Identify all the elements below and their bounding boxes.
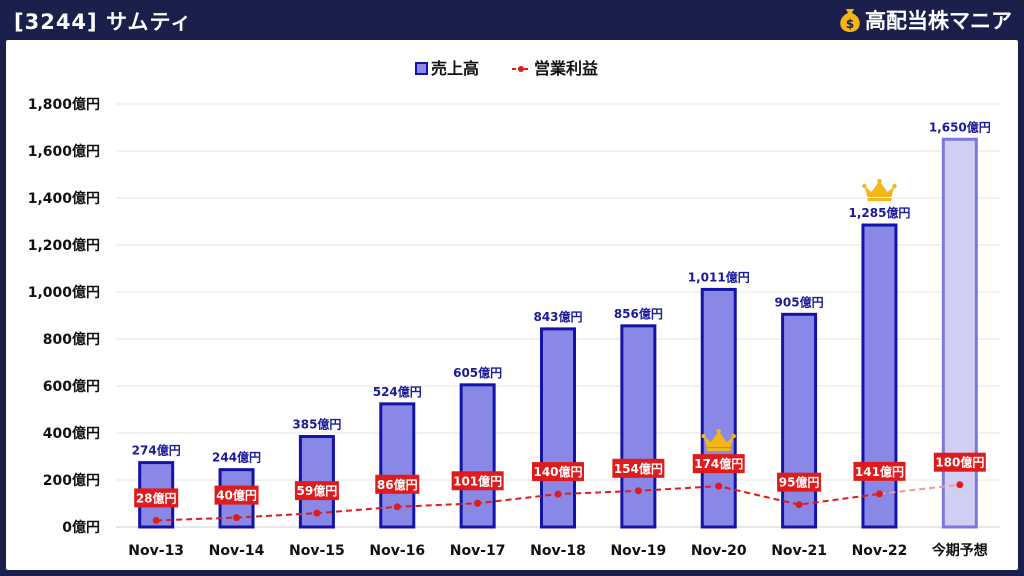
x-tick-label: Nov-21 bbox=[771, 543, 827, 559]
operating-profit-label-box bbox=[692, 454, 745, 474]
y-tick-label: 200億円 bbox=[43, 472, 100, 489]
operating-profit-label: 86億円 bbox=[377, 477, 418, 492]
operating-profit-point bbox=[554, 490, 562, 498]
operating-profit-label: 28億円 bbox=[136, 490, 177, 505]
operating-profit-label-box bbox=[777, 472, 822, 492]
bar-value-label: 1,650億円 bbox=[929, 119, 991, 134]
operating-profit-label: 40億円 bbox=[216, 488, 257, 503]
operating-profit-label-box bbox=[451, 471, 504, 491]
legend-label-operating-profit: 営業利益 bbox=[534, 59, 598, 78]
operating-profit-label: 174億円 bbox=[694, 456, 743, 471]
y-tick-label: 400億円 bbox=[43, 425, 100, 442]
bar bbox=[700, 287, 737, 529]
operating-profit-point bbox=[313, 509, 321, 517]
operating-profit-label: 141億円 bbox=[855, 464, 904, 479]
y-tick-label: 1,600億円 bbox=[28, 143, 100, 160]
y-tick-label: 0億円 bbox=[62, 519, 100, 536]
operating-profit-forecast-line bbox=[879, 483, 960, 495]
operating-profit-label-box bbox=[214, 485, 259, 505]
x-tick-label: Nov-13 bbox=[128, 543, 184, 559]
x-tick-label: Nov-18 bbox=[530, 543, 586, 559]
operating-profit-point bbox=[795, 501, 803, 509]
bar bbox=[620, 324, 657, 529]
y-tick-label: 800億円 bbox=[43, 331, 100, 348]
y-tick-label: 600億円 bbox=[43, 378, 100, 395]
bar bbox=[781, 312, 818, 529]
bar bbox=[861, 223, 898, 529]
operating-profit-label-box bbox=[933, 452, 986, 472]
bar-value-label: 856億円 bbox=[614, 306, 663, 321]
operating-profit-point bbox=[152, 516, 160, 524]
x-tick-label: Nov-22 bbox=[852, 543, 908, 559]
bar-value-label: 1,011億円 bbox=[688, 269, 750, 284]
operating-profit-label: 101億円 bbox=[453, 473, 502, 488]
operating-profit-point bbox=[393, 503, 401, 511]
bar-value-label: 1,285億円 bbox=[848, 205, 910, 220]
bar-value-label: 905億円 bbox=[775, 294, 824, 309]
operating-profit-label: 180億円 bbox=[935, 455, 984, 470]
x-tick-label: Nov-17 bbox=[450, 543, 506, 559]
legend-label-sales: 売上高 bbox=[431, 59, 479, 78]
operating-profit-label-box bbox=[134, 488, 179, 508]
operating-profit-point bbox=[956, 481, 964, 489]
operating-profit-label: 95億円 bbox=[779, 475, 820, 490]
bar-value-label: 843億円 bbox=[533, 309, 582, 324]
operating-profit-point bbox=[474, 499, 482, 507]
crown-icon bbox=[862, 178, 897, 202]
operating-profit-point bbox=[875, 490, 883, 498]
svg-text:$: $ bbox=[846, 17, 854, 31]
x-tick-label: Nov-16 bbox=[369, 543, 425, 559]
operating-profit-point bbox=[715, 482, 723, 490]
crown-icon bbox=[701, 428, 736, 452]
brand: $ 高配当株マニア bbox=[839, 5, 1012, 35]
header-bar: [3244] サムティ $ 高配当株マニア bbox=[0, 0, 1024, 40]
y-tick-label: 1,400億円 bbox=[28, 190, 100, 207]
x-tick-label: Nov-15 bbox=[289, 543, 345, 559]
bar-value-label: 524億円 bbox=[373, 384, 422, 399]
y-tick-label: 1,200億円 bbox=[28, 237, 100, 254]
bar-value-label: 244億円 bbox=[212, 450, 261, 465]
chart-title: [3244] サムティ bbox=[14, 10, 193, 34]
x-tick-label: 今期予想 bbox=[931, 542, 988, 559]
bar-value-label: 385億円 bbox=[292, 417, 341, 432]
operating-profit-label-box bbox=[853, 461, 906, 481]
x-tick-label: Nov-19 bbox=[610, 543, 666, 559]
money-bag-icon: $ bbox=[840, 9, 860, 32]
operating-profit-line bbox=[156, 485, 880, 522]
brand-name: 高配当株マニア bbox=[865, 9, 1012, 33]
operating-profit-point bbox=[634, 487, 642, 495]
x-tick-label: Nov-14 bbox=[209, 543, 265, 559]
bar-value-label: 605億円 bbox=[453, 365, 502, 380]
operating-profit-label: 59億円 bbox=[297, 483, 338, 498]
operating-profit-label: 140億円 bbox=[533, 464, 582, 479]
operating-profit-point bbox=[233, 514, 241, 522]
chart-panel bbox=[6, 40, 1018, 570]
bar-value-label: 274億円 bbox=[132, 443, 181, 458]
operating-profit-label-box bbox=[294, 481, 339, 501]
operating-profit-label-box bbox=[612, 458, 665, 478]
operating-profit-label-box bbox=[532, 462, 584, 482]
legend-item-sales: 売上高 bbox=[415, 59, 479, 78]
operating-profit-label: 154億円 bbox=[614, 461, 663, 476]
legend-item-operating-profit: 営業利益 bbox=[512, 59, 598, 78]
operating-profit-label-box bbox=[375, 474, 420, 494]
y-tick-label: 1,000億円 bbox=[28, 284, 100, 301]
y-tick-label: 1,800億円 bbox=[28, 96, 100, 113]
x-tick-label: Nov-20 bbox=[691, 543, 747, 559]
